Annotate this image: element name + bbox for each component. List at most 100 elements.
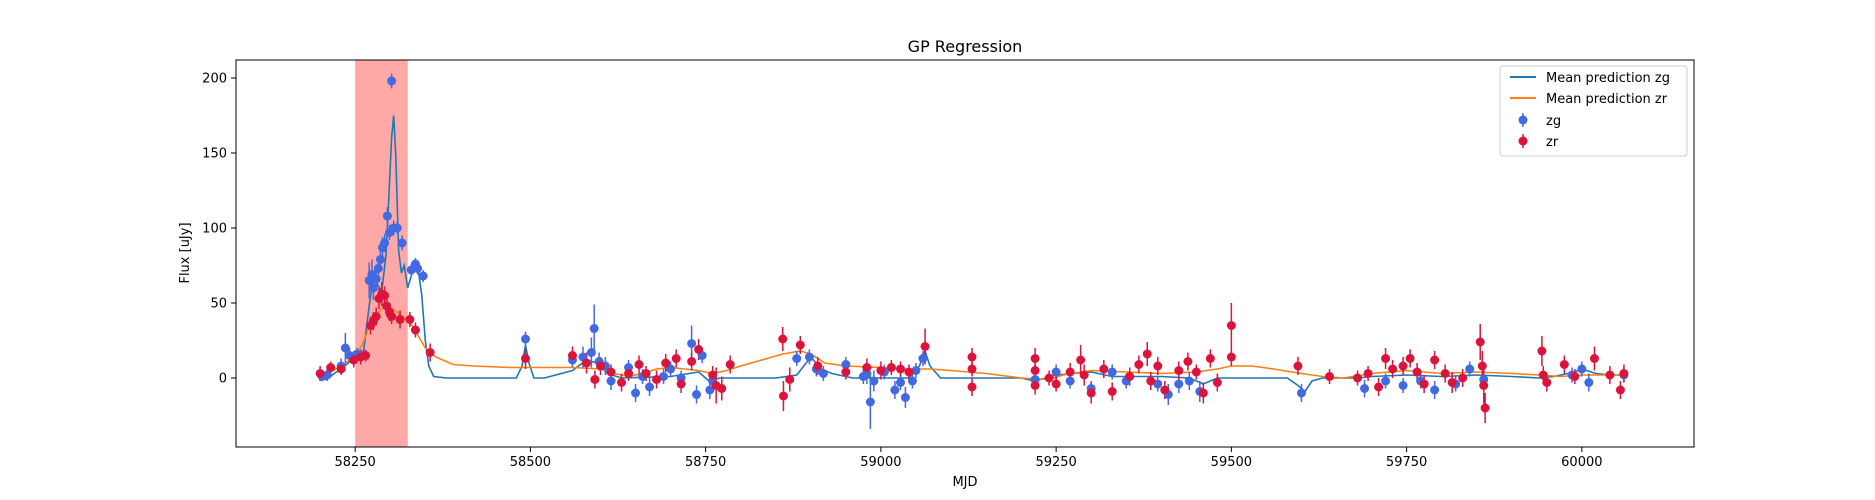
data-point-zg-73 [1296,388,1306,398]
data-point-zr-55 [1030,366,1040,375]
data-point-zr-33 [687,357,697,366]
data-point-zr-21 [581,358,591,368]
highlight-span [355,60,408,447]
data-point-zg-76 [1398,381,1408,390]
plot-frame [235,59,1695,448]
data-point-zg-59 [907,376,917,386]
data-point-zr-73 [1191,367,1201,377]
data-point-zr-42 [795,340,805,350]
data-point-zr-102 [1570,372,1580,381]
data-point-zg-84 [1584,378,1594,387]
data-point-zr-63 [1099,364,1109,374]
data-point-zr-72 [1183,357,1193,366]
mean-line-0 [319,115,1624,393]
data-point-zr-100 [1542,378,1552,387]
data-point-zr-80 [1325,372,1334,381]
data-point-zr-64 [1107,387,1117,396]
data-point-zg-42 [692,390,702,399]
data-point-zg-61 [918,354,928,363]
data-point-zr-3 [349,355,359,365]
data-point-zr-27 [634,360,644,369]
data-point-zr-93 [1458,373,1468,383]
data-point-zr-45 [862,363,872,372]
data-point-zr-56 [1030,381,1040,390]
data-point-zr-78 [1226,352,1236,362]
data-point-zr-95 [1477,361,1487,371]
data-point-zr-85 [1388,364,1398,374]
data-point-zg-12 [373,264,383,273]
data-point-zg-49 [818,369,828,378]
data-point-zg-20 [392,223,402,233]
data-point-zg-56 [890,385,900,395]
data-point-zr-101 [1559,360,1569,369]
legend-swatch-zr-marker [1518,136,1528,146]
data-point-zr-35 [708,370,718,380]
data-point-zr-18 [425,348,435,357]
data-point-zg-66 [1107,367,1117,377]
data-point-zr-92 [1447,378,1457,387]
data-point-zr-41 [785,375,795,384]
data-point-zg-38 [659,372,669,381]
data-point-zr-5 [361,351,371,360]
data-point-zr-34 [694,345,704,354]
chart-title: GP Regression [908,37,1023,56]
data-point-zr-90 [1430,355,1440,365]
data-point-zr-39 [778,334,788,344]
data-point-zr-105 [1615,385,1625,395]
x-tick-label-59750: 59750 [1386,455,1427,470]
legend-swatch-zg-marker [1518,115,1528,125]
data-point-zr-77 [1226,321,1236,330]
data-point-zr-65 [1125,372,1135,381]
data-point-zr-14 [387,312,397,321]
data-point-zr-44 [841,367,851,377]
data-point-zr-28 [641,369,651,378]
legend-label-zr-line: Mean prediction zr [1546,92,1668,107]
legend: Mean prediction zg Mean prediction zr zg… [1499,65,1688,157]
legend-box [1499,65,1688,157]
x-tick-label-60000: 60000 [1561,455,1602,470]
data-point-zr-81 [1353,373,1363,383]
data-point-zg-83 [1577,364,1587,374]
data-point-zr-49 [904,367,914,377]
data-point-zg-11 [371,274,381,284]
data-point-zr-25 [617,378,627,387]
data-point-zr-24 [606,367,616,377]
data-point-zr-58 [1051,379,1061,389]
data-point-zr-47 [886,363,896,372]
data-point-zg-46 [792,354,802,363]
data-point-zr-30 [661,358,671,368]
data-point-zg-74 [1360,384,1370,393]
data-point-zr-57 [1044,373,1054,383]
data-point-zg-21 [397,238,407,248]
data-point-zg-64 [1065,376,1075,386]
x-tick-label-58500: 58500 [510,455,551,470]
data-point-zr-31 [671,354,681,363]
data-point-zr-88 [1412,367,1422,377]
y-tick-label-150: 150 [202,147,227,162]
legend-label-zg-line: Mean prediction zg [1546,71,1670,86]
data-point-zg-53 [865,397,875,407]
data-point-zr-0 [315,369,325,378]
data-point-zr-87 [1405,354,1415,363]
y-tick-label-50: 50 [210,297,227,312]
data-point-zr-68 [1146,376,1156,386]
data-point-zr-11 [380,291,390,300]
data-point-zr-84 [1381,354,1391,363]
data-point-zr-17 [410,325,420,335]
data-point-zr-48 [896,364,906,374]
data-point-zg-18 [387,76,397,86]
data-point-zr-38 [725,360,735,369]
data-point-zg-37 [645,382,655,392]
data-point-zr-50 [920,342,930,351]
data-point-zr-74 [1198,388,1208,398]
data-point-zg-3 [340,343,350,353]
data-point-zr-94 [1475,337,1485,347]
data-point-zr-37 [717,384,727,393]
y-tick-label-0: 0 [219,372,227,387]
data-point-zg-39 [666,364,676,374]
data-point-zr-51 [967,352,977,362]
data-point-zg-25 [418,271,428,281]
data-point-zr-20 [567,351,577,360]
data-point-zr-96 [1479,381,1489,390]
